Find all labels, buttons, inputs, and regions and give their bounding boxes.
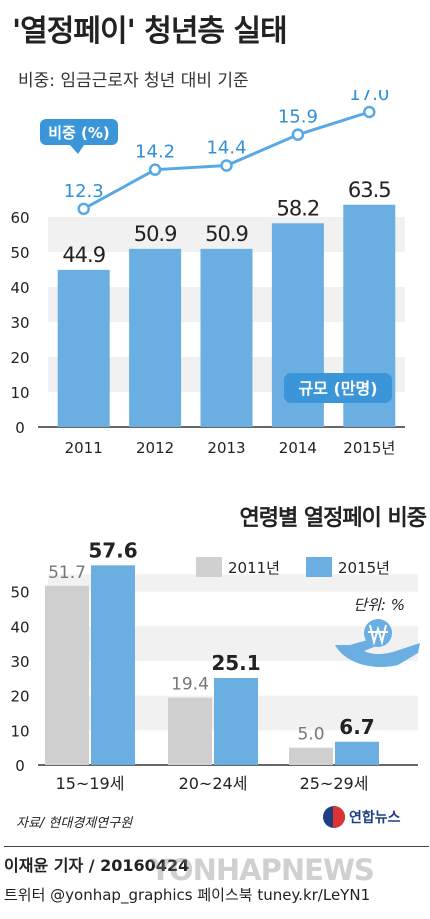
bar-size [129,248,182,427]
watermark: YONHAPNEWS [150,853,375,887]
share-legend-pointer [70,145,84,154]
grid-band [48,574,418,592]
bar-value-label: 50.9 [205,222,248,246]
bar-2015 [91,565,135,765]
bar-value-label: 50.9 [134,222,177,246]
agency-name: 연합뉴스 [349,810,401,826]
hand-coin-icon [335,619,420,667]
bar-2011-label: 5.0 [297,725,324,745]
size-legend-label: 규모 (만명) [298,379,377,398]
bar-2011 [168,697,212,765]
share-value-label: 14.2 [135,142,175,163]
x-tick-label: 2011 [65,439,103,457]
x-tick-label: 25~29세 [300,774,369,793]
y-tick-label: 0 [15,419,25,437]
chart-size-share: 0 10 20 30 40 50 60 44.9 2011 50.9 2012 50.9 2013 58.… [10,90,405,457]
bar-2015 [335,741,379,765]
y-tick-label: 50 [10,584,29,602]
share-point [220,159,233,172]
unit-label: 단위: % [353,596,405,614]
agency-logo: 연합뉴스 [323,806,401,828]
y-tick-label: 40 [10,279,29,297]
bar-2011-label: 51.7 [48,563,86,583]
y-tick-label: 40 [10,618,29,636]
bar-2011 [45,585,89,765]
bar-value-label: 58.2 [277,196,320,220]
chart-age-share: 연령별 열정페이 비중 0 10 20 30 40 50 51.757.6 15~19세 19.4… [10,506,427,793]
page-subtitle: 비중: 임금근로자 청년 대비 기준 [18,71,249,91]
x-tick-label: 2015년 [343,439,395,457]
bar-2015-label: 6.7 [339,715,374,739]
bar-2015 [214,677,258,765]
y-tick-label: 30 [10,314,29,332]
y-tick-label: 10 [10,384,29,402]
y-tick-label: 60 [10,209,29,227]
share-point [363,105,376,119]
y-tick-label: 20 [10,349,29,367]
y-tick-label: 20 [10,688,29,706]
bar-2011 [289,747,333,765]
footer-divider [4,846,429,847]
y-tick-label: 30 [10,653,29,671]
byline: 이재윤 기자 / 20160424 [4,856,190,875]
share-value-label: 17.0 [349,90,389,105]
y-tick-label: 10 [10,722,29,740]
y-tick-label: 0 [15,757,25,775]
legend-swatch-2015 [306,557,332,577]
share-value-label: 15.9 [278,107,318,128]
x-tick-label: 15~19세 [56,774,125,793]
share-legend-label: 비중 (%) [48,124,110,142]
bar-2015-label: 57.6 [88,538,137,562]
legend-swatch-2011 [196,557,222,577]
social-links: 트위터 @yonhap_graphics 페이스북 tuney.kr/LeYN1 [4,886,371,904]
x-tick-label: 20~24세 [179,774,248,793]
page-title: '열정페이' 청년층 실태 [12,14,288,49]
share-value-label: 14.4 [206,138,246,159]
bar-value-label: 44.9 [62,243,105,267]
share-legend-badge [40,119,118,145]
share-point [148,163,162,176]
share-value-label: 12.3 [64,181,104,202]
size-legend-badge [284,373,392,403]
x-tick-label: 2013 [207,439,245,457]
bar-size [200,248,253,427]
agency-logo-icon [323,806,345,828]
share-point [291,128,305,141]
source-note: 자료/ 현대경제연구원 [16,816,133,831]
bar-size [57,269,110,427]
legend-label-2015: 2015년 [338,559,390,577]
bar-value-label: 63.5 [348,178,391,202]
x-tick-label: 2014 [279,439,317,457]
bar-2015-label: 25.1 [211,651,260,675]
legend-label-2011: 2011년 [228,559,280,577]
y-tick-label: 50 [10,244,29,262]
chart-title: 연령별 열정페이 비중 [240,506,427,531]
x-tick-label: 2012 [136,439,174,457]
bar-2011-label: 19.4 [171,675,209,695]
share-point [77,202,90,216]
